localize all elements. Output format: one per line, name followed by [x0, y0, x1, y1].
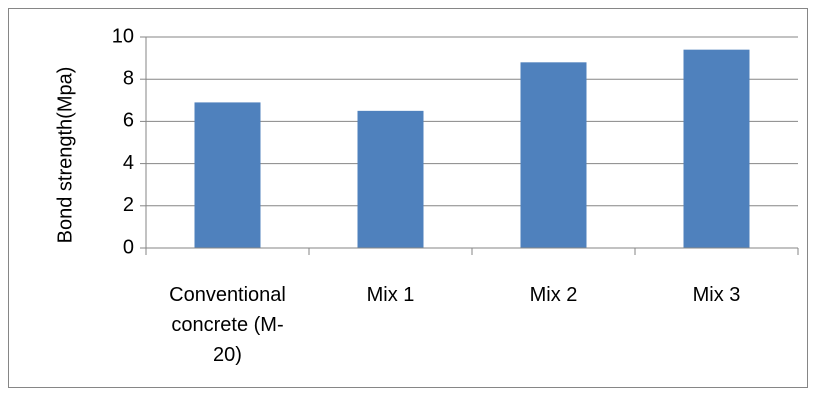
y-tick-labels: 0 2 4 6 8 10 [112, 25, 134, 258]
x-category-label-2-line-1: Mix 1 [367, 284, 415, 306]
y-tick-label-5: 10 [112, 25, 134, 47]
x-category-label-2: Mix 1 [367, 284, 415, 306]
x-category-label-1-line-1: Conventional [169, 284, 286, 306]
bars [194, 49, 750, 248]
x-category-label-1: Conventional concrete (M- 20) [169, 284, 286, 366]
x-category-labels: Conventional concrete (M- 20) Mix 1 Mix 2 Mix… [169, 284, 740, 366]
axes [140, 36, 799, 255]
y-tick-label-0: 0 [123, 236, 134, 258]
x-category-label-3-line-1: Mix 2 [530, 284, 578, 306]
bar-1 [194, 102, 261, 248]
bar-2 [357, 110, 424, 248]
y-tick-label-3: 6 [123, 110, 134, 132]
bar-3 [520, 62, 587, 248]
y-axis-title: Bond strength(Mpa) [54, 67, 76, 244]
y-tick-label-1: 2 [123, 194, 134, 216]
x-category-label-4-line-1: Mix 3 [693, 284, 741, 306]
x-category-label-1-line-2: concrete (M- [171, 314, 283, 336]
bar-4 [683, 49, 750, 248]
x-category-label-1-line-3: 20) [213, 344, 242, 366]
x-category-label-3: Mix 2 [530, 284, 578, 306]
y-tick-label-4: 8 [123, 67, 134, 89]
y-tick-label-2: 4 [123, 152, 134, 174]
x-category-label-4: Mix 3 [693, 284, 741, 306]
